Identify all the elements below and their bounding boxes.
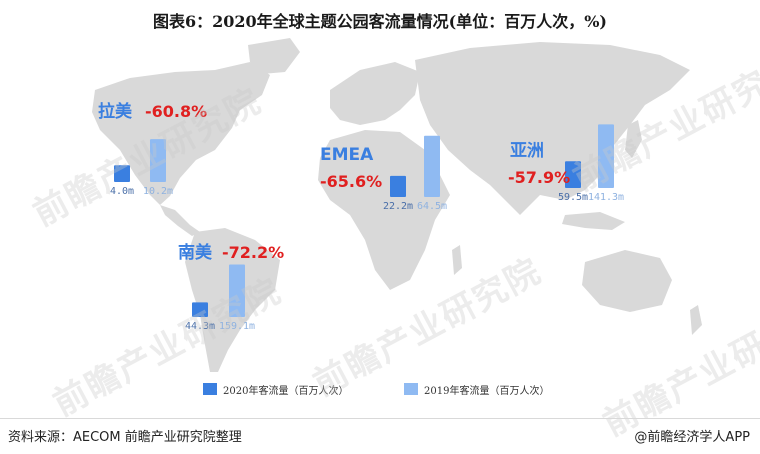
value-label-2019-3: 159.1m xyxy=(219,321,255,332)
africa-landmass xyxy=(318,130,450,290)
bar-2019-3 xyxy=(229,264,245,317)
value-label-2020-1: 22.2m xyxy=(383,201,413,212)
footer-divider xyxy=(0,418,760,419)
bar-2019-2 xyxy=(598,124,614,188)
central-america-landmass xyxy=(160,205,200,236)
region-label-3: 南美 xyxy=(178,242,213,263)
madagascar-landmass xyxy=(452,245,462,275)
europe-landmass xyxy=(330,62,420,125)
legend-swatch-0 xyxy=(203,383,217,395)
asia-landmass xyxy=(415,42,690,215)
world-map xyxy=(92,38,702,372)
value-label-2020-3: 44.3m xyxy=(185,321,215,332)
brand-note: @前瞻经济学人APP xyxy=(634,430,750,445)
bar-2020-0 xyxy=(114,165,130,182)
legend-label-1: 2019年客流量（百万人次） xyxy=(424,384,549,397)
bar-2020-3 xyxy=(192,302,208,317)
value-label-2019-1: 64.5m xyxy=(417,201,447,212)
value-label-2019-0: 10.2m xyxy=(143,186,173,197)
value-label-2020-0: 4.0m xyxy=(110,186,134,197)
change-label-3: -72.2% xyxy=(222,243,284,262)
greenland-landmass xyxy=(248,38,300,74)
world-map-chart: 4.0m 10.2m 拉美 -60.8% 22.2m 64.5m EMEA -65.6% 59.… xyxy=(92,38,702,397)
region-label-1: EMEA xyxy=(320,145,374,165)
bar-2020-2 xyxy=(565,161,581,188)
change-label-0: -60.8% xyxy=(145,102,207,121)
legend-label-0: 2020年客流量（百万人次） xyxy=(223,384,348,397)
bar-2019-0 xyxy=(150,139,166,182)
change-label-1: -65.6% xyxy=(320,172,382,191)
north-america-landmass xyxy=(92,62,270,205)
region-label-2: 亚洲 xyxy=(510,141,544,161)
source-note: 资料来源：AECOM 前瞻产业研究院整理 xyxy=(8,430,242,445)
bar-2020-1 xyxy=(390,175,406,197)
legend-swatch-1 xyxy=(404,383,418,395)
chart-marks: 4.0m 10.2m 拉美 -60.8% 22.2m 64.5m EMEA -65.6% 59.… xyxy=(98,101,624,397)
value-label-2019-2: 141.3m xyxy=(588,192,624,203)
region-label-0: 拉美 xyxy=(98,101,133,122)
japan-landmass xyxy=(625,120,642,158)
value-label-2020-2: 59.5m xyxy=(558,192,588,203)
chart-title: 图表6：2020年全球主题公园客流量情况(单位：百万人次，%) xyxy=(152,12,607,31)
australia-landmass xyxy=(582,250,672,312)
new-zealand-landmass xyxy=(690,305,702,335)
change-label-2: -57.9% xyxy=(508,168,570,187)
southeast-asia-islands xyxy=(562,212,625,230)
legend: 2020年客流量（百万人次） 2019年客流量（百万人次） xyxy=(203,383,549,397)
bar-2019-1 xyxy=(424,135,440,197)
